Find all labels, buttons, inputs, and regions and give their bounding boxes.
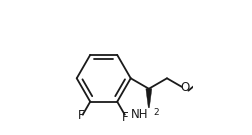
Text: NH: NH [131,108,148,121]
Text: O: O [180,81,190,94]
Polygon shape [146,89,152,108]
Text: F: F [122,111,129,124]
Text: 2: 2 [153,108,159,117]
Text: F: F [78,109,84,122]
